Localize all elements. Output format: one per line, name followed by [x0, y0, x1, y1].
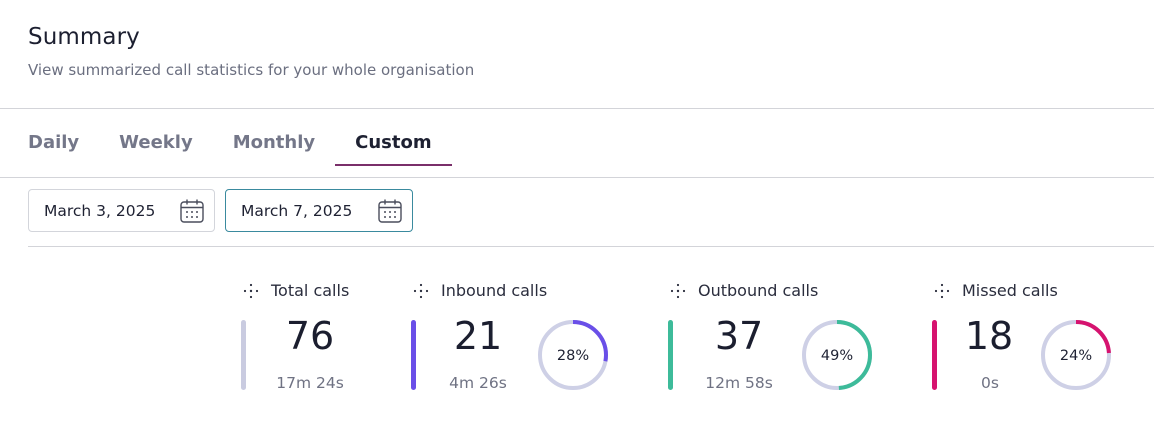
total-calls-duration: 17m 24s — [276, 374, 344, 392]
inbound-calls-duration: 4m 26s — [449, 374, 507, 392]
total-calls-title: Total calls — [271, 281, 350, 300]
inbound-calls-title: Inbound calls — [441, 281, 548, 300]
inbound-calls-bar — [411, 320, 416, 390]
tab-monthly[interactable]: Monthly — [232, 132, 316, 153]
inbound-percent-donut: 28% — [538, 320, 608, 390]
total-calls-bar — [241, 320, 246, 390]
tab-daily[interactable]: Daily — [28, 132, 80, 153]
drag-handle-icon[interactable] — [243, 283, 259, 299]
calendar-icon[interactable] — [179, 198, 205, 224]
outbound-calls-duration: 12m 58s — [705, 374, 773, 392]
total-calls-label: Total calls — [243, 281, 349, 300]
start-date-picker[interactable]: March 3, 2025 — [28, 189, 215, 232]
missed-calls-duration: 0s — [981, 374, 999, 392]
inbound-calls-label: Inbound calls — [413, 281, 547, 300]
end-date-picker[interactable]: March 7, 2025 — [225, 189, 413, 232]
calendar-icon[interactable] — [377, 198, 403, 224]
donut-arc — [538, 320, 608, 390]
tab-weekly[interactable]: Weekly — [119, 132, 193, 153]
outbound-percent-donut: 49% — [802, 320, 872, 390]
missed-calls-title: Missed calls — [962, 281, 1058, 300]
tabs-divider — [0, 177, 1154, 178]
outbound-calls-count: 37 — [714, 314, 764, 358]
start-date-value[interactable]: March 3, 2025 — [44, 201, 156, 220]
summary-header: Summary View summarized call statistics … — [28, 24, 474, 79]
page-subtitle: View summarized call statistics for your… — [28, 61, 475, 79]
filter-divider — [28, 246, 1154, 247]
drag-handle-icon[interactable] — [413, 283, 429, 299]
outbound-calls-bar — [668, 320, 673, 390]
missed-calls-label: Missed calls — [934, 281, 1058, 300]
missed-percent-label: 24% — [1060, 348, 1092, 364]
period-tabs: Daily Weekly Monthly Custom — [28, 132, 472, 166]
outbound-calls-title: Outbound calls — [698, 281, 819, 300]
missed-calls-count: 18 — [964, 314, 1014, 358]
outbound-percent-label: 49% — [821, 348, 853, 364]
missed-percent-donut: 24% — [1041, 320, 1111, 390]
outbound-calls-label: Outbound calls — [670, 281, 818, 300]
missed-calls-bar — [932, 320, 937, 390]
donut-arc — [1041, 320, 1111, 390]
inbound-calls-count: 21 — [453, 314, 503, 358]
inbound-percent-label: 28% — [557, 348, 589, 364]
page-title: Summary — [28, 24, 140, 50]
tab-custom[interactable]: Custom — [334, 132, 453, 166]
total-calls-count: 76 — [285, 314, 335, 358]
drag-handle-icon[interactable] — [934, 283, 950, 299]
drag-handle-icon[interactable] — [670, 283, 686, 299]
end-date-value[interactable]: March 7, 2025 — [241, 201, 353, 220]
donut-arc — [802, 320, 872, 390]
divider — [0, 108, 1154, 109]
